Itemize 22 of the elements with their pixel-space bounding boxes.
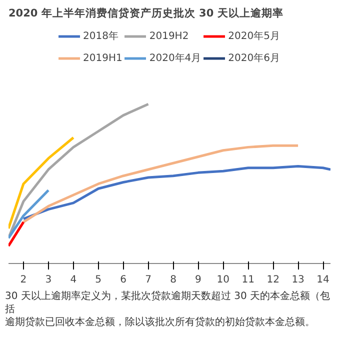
x-tick-label: 2 [20,274,27,286]
legend-label: 2020年5月 [228,30,280,43]
x-tick-label: 5 [95,274,102,286]
x-tick-label: 12 [266,274,280,286]
legend-label: 2018年 [83,30,118,43]
chart-title: 2020 年上半年消费信贷资产历史批次 30 天以上逾期率 [8,6,284,20]
x-tick-label: 13 [292,274,304,286]
x-tick-label: 4 [70,274,77,286]
x-tick-label: 10 [216,274,230,286]
x-tick-label: 11 [242,274,254,286]
legend-label: 2019H1 [83,52,122,64]
text: 逾期贷款已回收本金总额，除以该批次所有贷款的初始贷款本金总额。 [5,317,315,328]
x-tick-label: 14 [316,274,330,286]
x-tick-label: 3 [45,274,52,286]
legend-label: 2020年4月 [149,52,202,65]
legend-label: 2020年6月 [228,52,280,65]
x-tick-label: 8 [170,274,176,286]
x-tick-label: 6 [120,274,127,286]
text: 30 天以上逾期率定义为，某批次贷款逾期天数超过 30 天的本金总额（包括 [5,291,330,315]
x-tick-label: 7 [145,274,152,286]
legend-label: 2019H2 [149,30,189,42]
x-tick-label: 9 [195,274,202,286]
